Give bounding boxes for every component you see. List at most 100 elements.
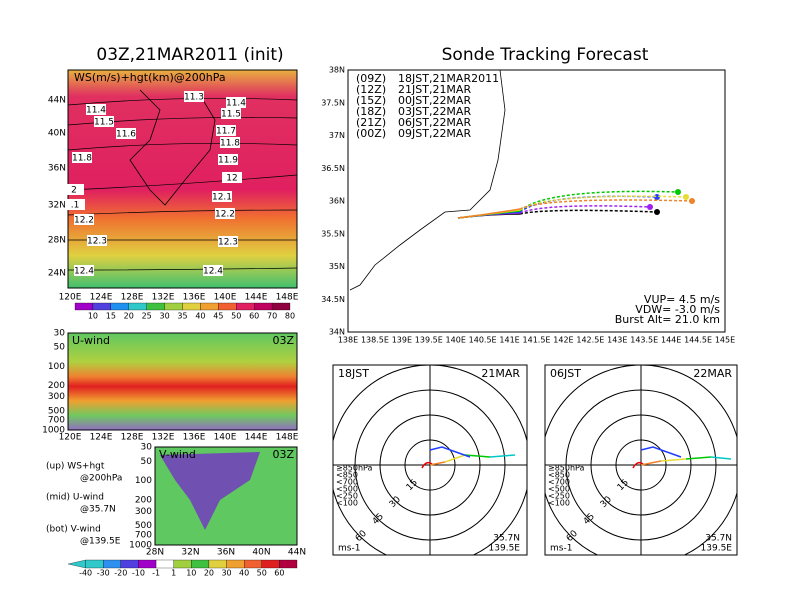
lat-label: 37N [329,131,345,140]
lat-label: 36.5N [321,164,345,173]
param: Burst Alt= 21.0 km [615,313,720,326]
level-label: <100 [548,499,570,508]
param: VUP= 4.5 m/s [644,293,720,306]
note: (up) WS+hgt [46,462,105,472]
lon-label: 128E [121,433,144,443]
lon-label: 143.5E [630,336,658,345]
lon-label: 144E [245,293,268,303]
colorbar-cell [120,559,139,569]
contour-label: 12.3 [218,238,238,248]
colorbar-end [67,559,86,569]
contour-label-bg [72,152,92,163]
lat-label: 38N [329,66,345,75]
track-end [647,204,653,210]
contour-label: 11.9 [218,156,238,166]
contour-label-bg [74,265,94,276]
p-label: 50 [141,457,153,467]
colorbar-label: 70 [267,312,277,321]
contour-label: 11.4 [226,99,246,109]
legend-utc: (12Z) [356,83,386,96]
contour-label: 11.7 [216,127,236,137]
lat-label: 40N [48,129,66,139]
lon-label: 132E [152,433,175,443]
contour-label: 12.1 [212,193,232,203]
coastline [129,89,216,206]
lon-label: 144.5E [684,336,712,345]
lat-label: 44N [288,548,306,558]
contour-label: 12.2 [215,210,235,220]
polar-date: 21MAR [481,367,520,380]
vwind-negative [160,452,260,530]
legend-jst: 21JST,21MAR [398,83,471,96]
contour-label-bg [184,91,204,102]
contour-label-bg [94,116,114,127]
level-label: <700 [548,478,570,487]
track-end [675,189,681,195]
p-label: 700 [135,531,152,541]
colorbar-cell [191,559,210,569]
note: @139.5E [80,537,121,547]
colorbar-cell [138,559,157,569]
lat-label: 34.5N [321,295,345,304]
lon-label: 145E [715,336,735,345]
polar [333,365,527,555]
lon-label: 124E [90,433,113,443]
contour-label: 12 [226,174,237,184]
contour-label: 2 [71,186,77,196]
legend-utc: (15Z) [356,94,386,107]
colorbar-label: 35 [177,312,187,321]
lon-label: 140E [214,293,237,303]
contour-label: 11.8 [220,139,240,149]
colorbar-cell [244,559,262,569]
level-label: <100 [336,499,358,508]
lat-label: 36N [48,164,66,174]
legend-jst: 18JST,21MAR2011 [398,72,499,85]
track [519,190,679,212]
track [457,208,521,219]
level-label: <850 [336,471,358,480]
colorbar-cell [226,559,245,569]
ws-field [68,70,297,288]
coastline [349,69,506,291]
contour-label-bg [222,172,242,183]
level-label: ≥850hPa [336,464,373,473]
colorbar-label: -20 [114,569,127,578]
colorbar-label: 10 [186,569,196,578]
lat-label: 28N [146,548,164,558]
track-end [683,194,689,200]
contour-label-bg [64,184,84,195]
lat-label: 34N [329,328,345,337]
panel-title: Sonde Tracking Forecast [442,45,649,65]
lat-label: 44N [48,96,66,106]
colorbar-cell [208,559,227,569]
legend-utc: (09Z) [356,72,386,85]
colorbar-label: 40 [239,569,249,578]
p-label: 500 [48,406,65,416]
colorbar-cell [155,559,174,569]
panel-label: V-wind [159,448,196,461]
colorbar-cell [146,302,165,311]
wind-seg [710,456,732,460]
p-label: 1000 [129,541,152,551]
lon-label: 136E [183,293,206,303]
polar-time: 06JST [550,367,581,380]
colorbar-cell [110,302,129,311]
lat-label: 36N [217,548,235,558]
level-label: <850 [548,471,570,480]
colorbar-label: 60 [249,312,259,321]
contour-label-bg [86,104,106,115]
lat-label: 36N [329,197,345,206]
colorbar-label: -10 [132,569,145,578]
polar-lat: 35.7N [493,534,520,544]
lon-label: 148E [276,293,299,303]
colorbar-label: 20 [124,312,134,321]
contour-label: 12.4 [74,267,94,277]
contour-label: 11.3 [184,93,204,103]
contour-label: 11.6 [116,130,136,140]
lat-label: 35N [329,262,345,271]
colorbar-label: -1 [152,569,160,578]
p-label: 300 [48,392,65,402]
colorbar-cell [200,302,219,311]
p-label: 700 [48,416,65,426]
